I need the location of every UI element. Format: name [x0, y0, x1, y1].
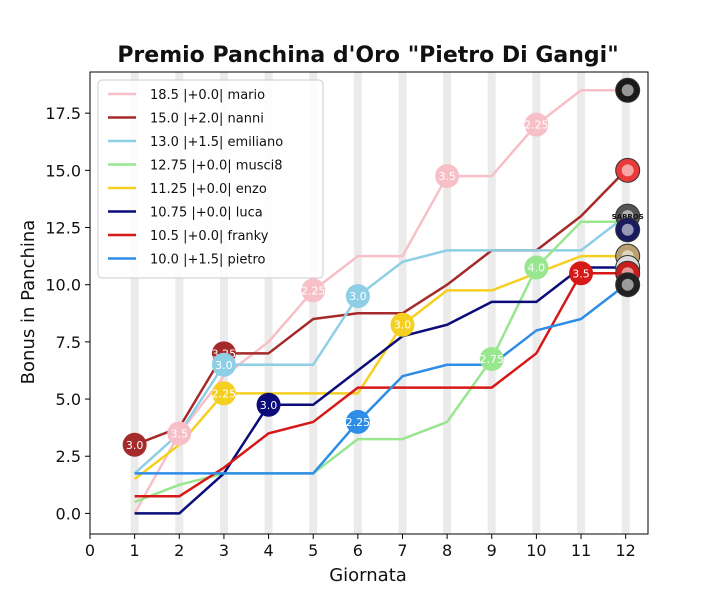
badge-label: 4.0 — [528, 262, 546, 275]
x-tick-label: 7 — [397, 541, 407, 560]
legend-entry-luca: 10.75 |+0.0| luca — [150, 206, 263, 221]
badge-musci8 — [479, 347, 504, 372]
vertical-band — [309, 72, 318, 534]
y-axis-label: Bonus in Panchina — [18, 220, 39, 385]
series-line-pietro — [134, 283, 627, 475]
vertical-band — [175, 72, 184, 534]
series-line-emiliano — [133, 215, 627, 475]
badge-label: 2.25 — [346, 416, 371, 429]
vertical-band — [130, 72, 139, 534]
badge-luca — [256, 392, 281, 417]
badge-label: 2.75 — [480, 353, 505, 366]
vertical-band — [219, 72, 228, 534]
x-tick-label: 3 — [219, 541, 229, 560]
badge-franky — [569, 261, 594, 286]
y-tick-label: 0.0 — [56, 504, 81, 523]
badge-label: 2.25 — [524, 119, 549, 132]
x-axis-label: Giornata — [329, 565, 407, 586]
series-line-luca — [134, 266, 626, 515]
badge-emiliano — [211, 352, 236, 377]
legend-box — [97, 79, 324, 279]
x-tick-label: 9 — [487, 541, 497, 560]
badge-label: 3.0 — [260, 399, 278, 412]
x-tick-label: 10 — [526, 541, 546, 560]
badge-label: 2.25 — [212, 387, 237, 400]
x-tick-label: 0 — [85, 541, 95, 560]
y-axis-ticks: 0.0 2.5 5.0 7.5 10.0 12.5 15.0 17.5 — [45, 104, 90, 523]
badge-enzo — [211, 381, 236, 406]
legend-entry-enzo: 11.25 |+0.0| enzo — [150, 182, 267, 197]
badge-label: 3.0 — [215, 359, 233, 372]
legend-entry-franky: 10.5 |+0.0| franky — [150, 229, 269, 244]
x-tick-label: 11 — [571, 541, 591, 560]
y-tick-label: 10.0 — [45, 276, 81, 295]
legend-entry-pietro: 10.0 |+1.5| pietro — [150, 253, 266, 268]
x-tick-label: 8 — [442, 541, 452, 560]
legend-entry-nanni: 15.0 |+2.0| nanni — [150, 112, 264, 127]
badge-label: 2.25 — [301, 284, 326, 297]
vertical-band — [398, 72, 407, 534]
badge-label: 3.5 — [171, 427, 189, 440]
y-tick-label: 17.5 — [45, 104, 81, 123]
team-logo-icon — [615, 77, 641, 103]
badge-enzo — [390, 312, 415, 337]
badge-nanni — [122, 432, 147, 457]
legend: 18.5 |+0.0| mario 15.0 |+2.0| nanni 13.0 |… — [97, 79, 324, 279]
badge-emiliano — [345, 284, 370, 309]
vertical-band — [621, 72, 630, 534]
y-tick-label: 7.5 — [56, 333, 81, 352]
badge-label: 3.0 — [126, 439, 144, 452]
y-tick-label: 15.0 — [45, 161, 81, 180]
badge-mario — [435, 164, 460, 189]
svg-text:SABROS: SABROS — [612, 213, 644, 221]
badge-label: 3.0 — [394, 319, 412, 332]
badge-musci8 — [524, 255, 549, 280]
red-mascot-logo-icon — [615, 157, 641, 183]
badge-label: 3.5 — [438, 170, 456, 183]
x-tick-label: 12 — [616, 541, 636, 560]
end-logo-group: SABROS — [612, 77, 644, 298]
star-crest-logo-icon — [615, 217, 641, 243]
badge-pietro — [345, 409, 370, 434]
legend-entry-musci8: 12.75 |+0.0| musci8 — [150, 159, 283, 174]
y-tick-label: 2.5 — [56, 447, 81, 466]
badge-mario — [524, 112, 549, 137]
inter-crest-logo-icon — [615, 272, 641, 298]
x-tick-label: 6 — [353, 541, 363, 560]
legend-entry-mario: 18.5 |+0.0| mario — [150, 88, 265, 103]
x-tick-label: 4 — [263, 541, 273, 560]
badge-mario — [167, 421, 192, 446]
vertical-band — [443, 72, 452, 534]
badge-mario — [301, 278, 326, 303]
vertical-band — [264, 72, 273, 534]
plot-frame — [89, 71, 649, 535]
vertical-band — [577, 72, 586, 534]
x-axis-ticks: 0 1 2 3 4 5 6 7 8 9 10 11 12 — [85, 534, 636, 560]
badge-label: 3.0 — [349, 290, 367, 303]
y-tick-label: 12.5 — [45, 219, 81, 238]
legend-entry-emiliano: 13.0 |+1.5| emiliano — [150, 135, 283, 150]
x-tick-label: 5 — [308, 541, 318, 560]
badge-group: 3.52.253.52.253.03.253.03.02.754.02.253.… — [122, 112, 594, 457]
chart-title: Premio Panchina d'Oro "Pietro Di Gangi" — [117, 43, 618, 68]
badge-label: 3.5 — [572, 267, 590, 280]
y-tick-label: 5.0 — [56, 390, 81, 409]
x-tick-label: 2 — [174, 541, 184, 560]
x-tick-label: 1 — [130, 541, 140, 560]
